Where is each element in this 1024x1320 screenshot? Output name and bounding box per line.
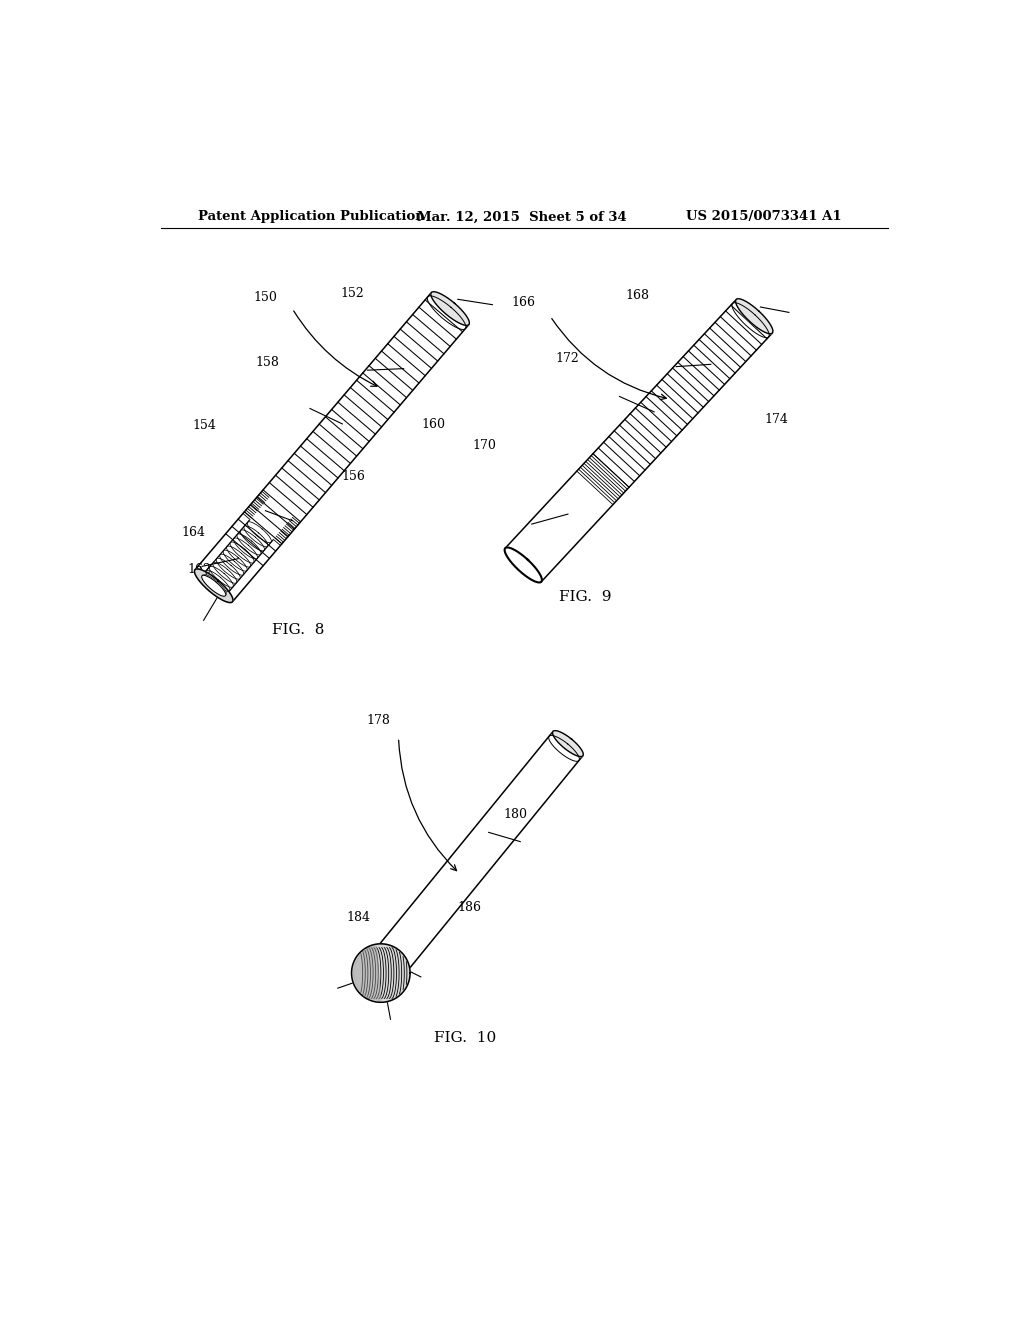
Text: 168: 168: [626, 289, 649, 301]
Polygon shape: [195, 569, 233, 602]
Text: FIG.  8: FIG. 8: [272, 623, 325, 638]
Text: Mar. 12, 2015  Sheet 5 of 34: Mar. 12, 2015 Sheet 5 of 34: [417, 210, 627, 223]
Polygon shape: [353, 946, 381, 1002]
Polygon shape: [553, 731, 584, 756]
Text: FIG.  9: FIG. 9: [559, 590, 611, 605]
Text: 154: 154: [193, 420, 216, 433]
Text: 186: 186: [458, 902, 481, 915]
Text: 166: 166: [511, 296, 536, 309]
Text: 170: 170: [473, 440, 497, 453]
Polygon shape: [431, 292, 469, 325]
Polygon shape: [351, 944, 410, 1002]
Text: 150: 150: [253, 290, 278, 304]
Text: 180: 180: [504, 808, 527, 821]
Polygon shape: [202, 576, 225, 597]
Text: 182: 182: [368, 954, 391, 966]
Text: Patent Application Publication: Patent Application Publication: [199, 210, 425, 223]
Text: 172: 172: [555, 352, 579, 366]
Polygon shape: [735, 298, 773, 334]
Text: 162: 162: [188, 562, 212, 576]
Text: 164: 164: [181, 525, 206, 539]
Text: 152: 152: [340, 286, 365, 300]
Text: 184: 184: [346, 911, 371, 924]
Text: 174: 174: [764, 413, 788, 425]
Polygon shape: [505, 548, 542, 582]
Text: FIG.  10: FIG. 10: [434, 1031, 497, 1045]
Text: 178: 178: [367, 714, 390, 727]
Text: 160: 160: [422, 418, 445, 430]
Text: US 2015/0073341 A1: US 2015/0073341 A1: [686, 210, 842, 223]
Text: 158: 158: [256, 356, 280, 370]
Text: 156: 156: [342, 470, 366, 483]
